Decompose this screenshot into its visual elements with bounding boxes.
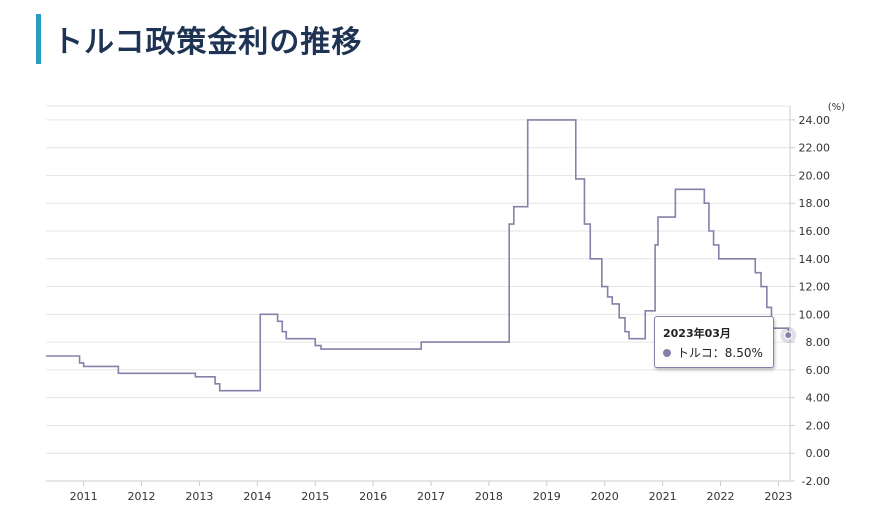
x-tick-label: 2018	[475, 490, 503, 503]
x-tick-label: 2022	[707, 490, 735, 503]
series-line-turkey	[46, 119, 790, 392]
tooltip-row: トルコ：8.50%	[663, 344, 763, 361]
y-tick-label: 6.00	[806, 364, 831, 377]
x-tick-label: 2011	[70, 490, 98, 503]
y-tick-label: 18.00	[799, 197, 831, 210]
hover-point	[784, 331, 793, 340]
x-tick-label: 2021	[649, 490, 677, 503]
tooltip-series-marker	[663, 348, 671, 357]
tooltip-date: 2023年03月	[663, 327, 731, 340]
y-tick-label: 2.00	[806, 419, 831, 432]
y-tick-label: 8.00	[806, 336, 831, 349]
x-tick-label: 2017	[417, 490, 445, 503]
x-tick-label: 2016	[359, 490, 387, 503]
x-tick-label: 2014	[243, 490, 271, 503]
x-tick-label: 2023	[764, 490, 792, 503]
y-tick-label: 24.00	[799, 114, 831, 127]
y-tick-label: -2.00	[802, 475, 830, 488]
y-tick-label: 16.00	[799, 225, 831, 238]
x-tick-label: 2015	[301, 490, 329, 503]
chart-tooltip: 2023年03月 トルコ：8.50%	[654, 316, 774, 368]
y-tick-label: 20.00	[799, 169, 831, 182]
tooltip-value: トルコ：8.50%	[677, 346, 763, 360]
x-tick-label: 2019	[533, 490, 561, 503]
page-title-block: トルコ政策金利の推移	[36, 14, 362, 64]
y-tick-label: 4.00	[806, 392, 831, 405]
y-tick-label: 22.00	[799, 142, 831, 155]
y-tick-label: 14.00	[799, 253, 831, 266]
y-tick-label: 0.00	[806, 447, 831, 460]
x-tick-label: 2012	[128, 490, 156, 503]
y-unit-label: (%)	[828, 102, 845, 113]
page-title: トルコ政策金利の推移	[53, 25, 363, 60]
y-tick-label: 10.00	[799, 308, 831, 321]
title-accent-bar	[36, 14, 41, 64]
x-tick-label: 2020	[591, 490, 619, 503]
y-tick-label: 12.00	[799, 281, 831, 294]
x-tick-label: 2013	[185, 490, 213, 503]
